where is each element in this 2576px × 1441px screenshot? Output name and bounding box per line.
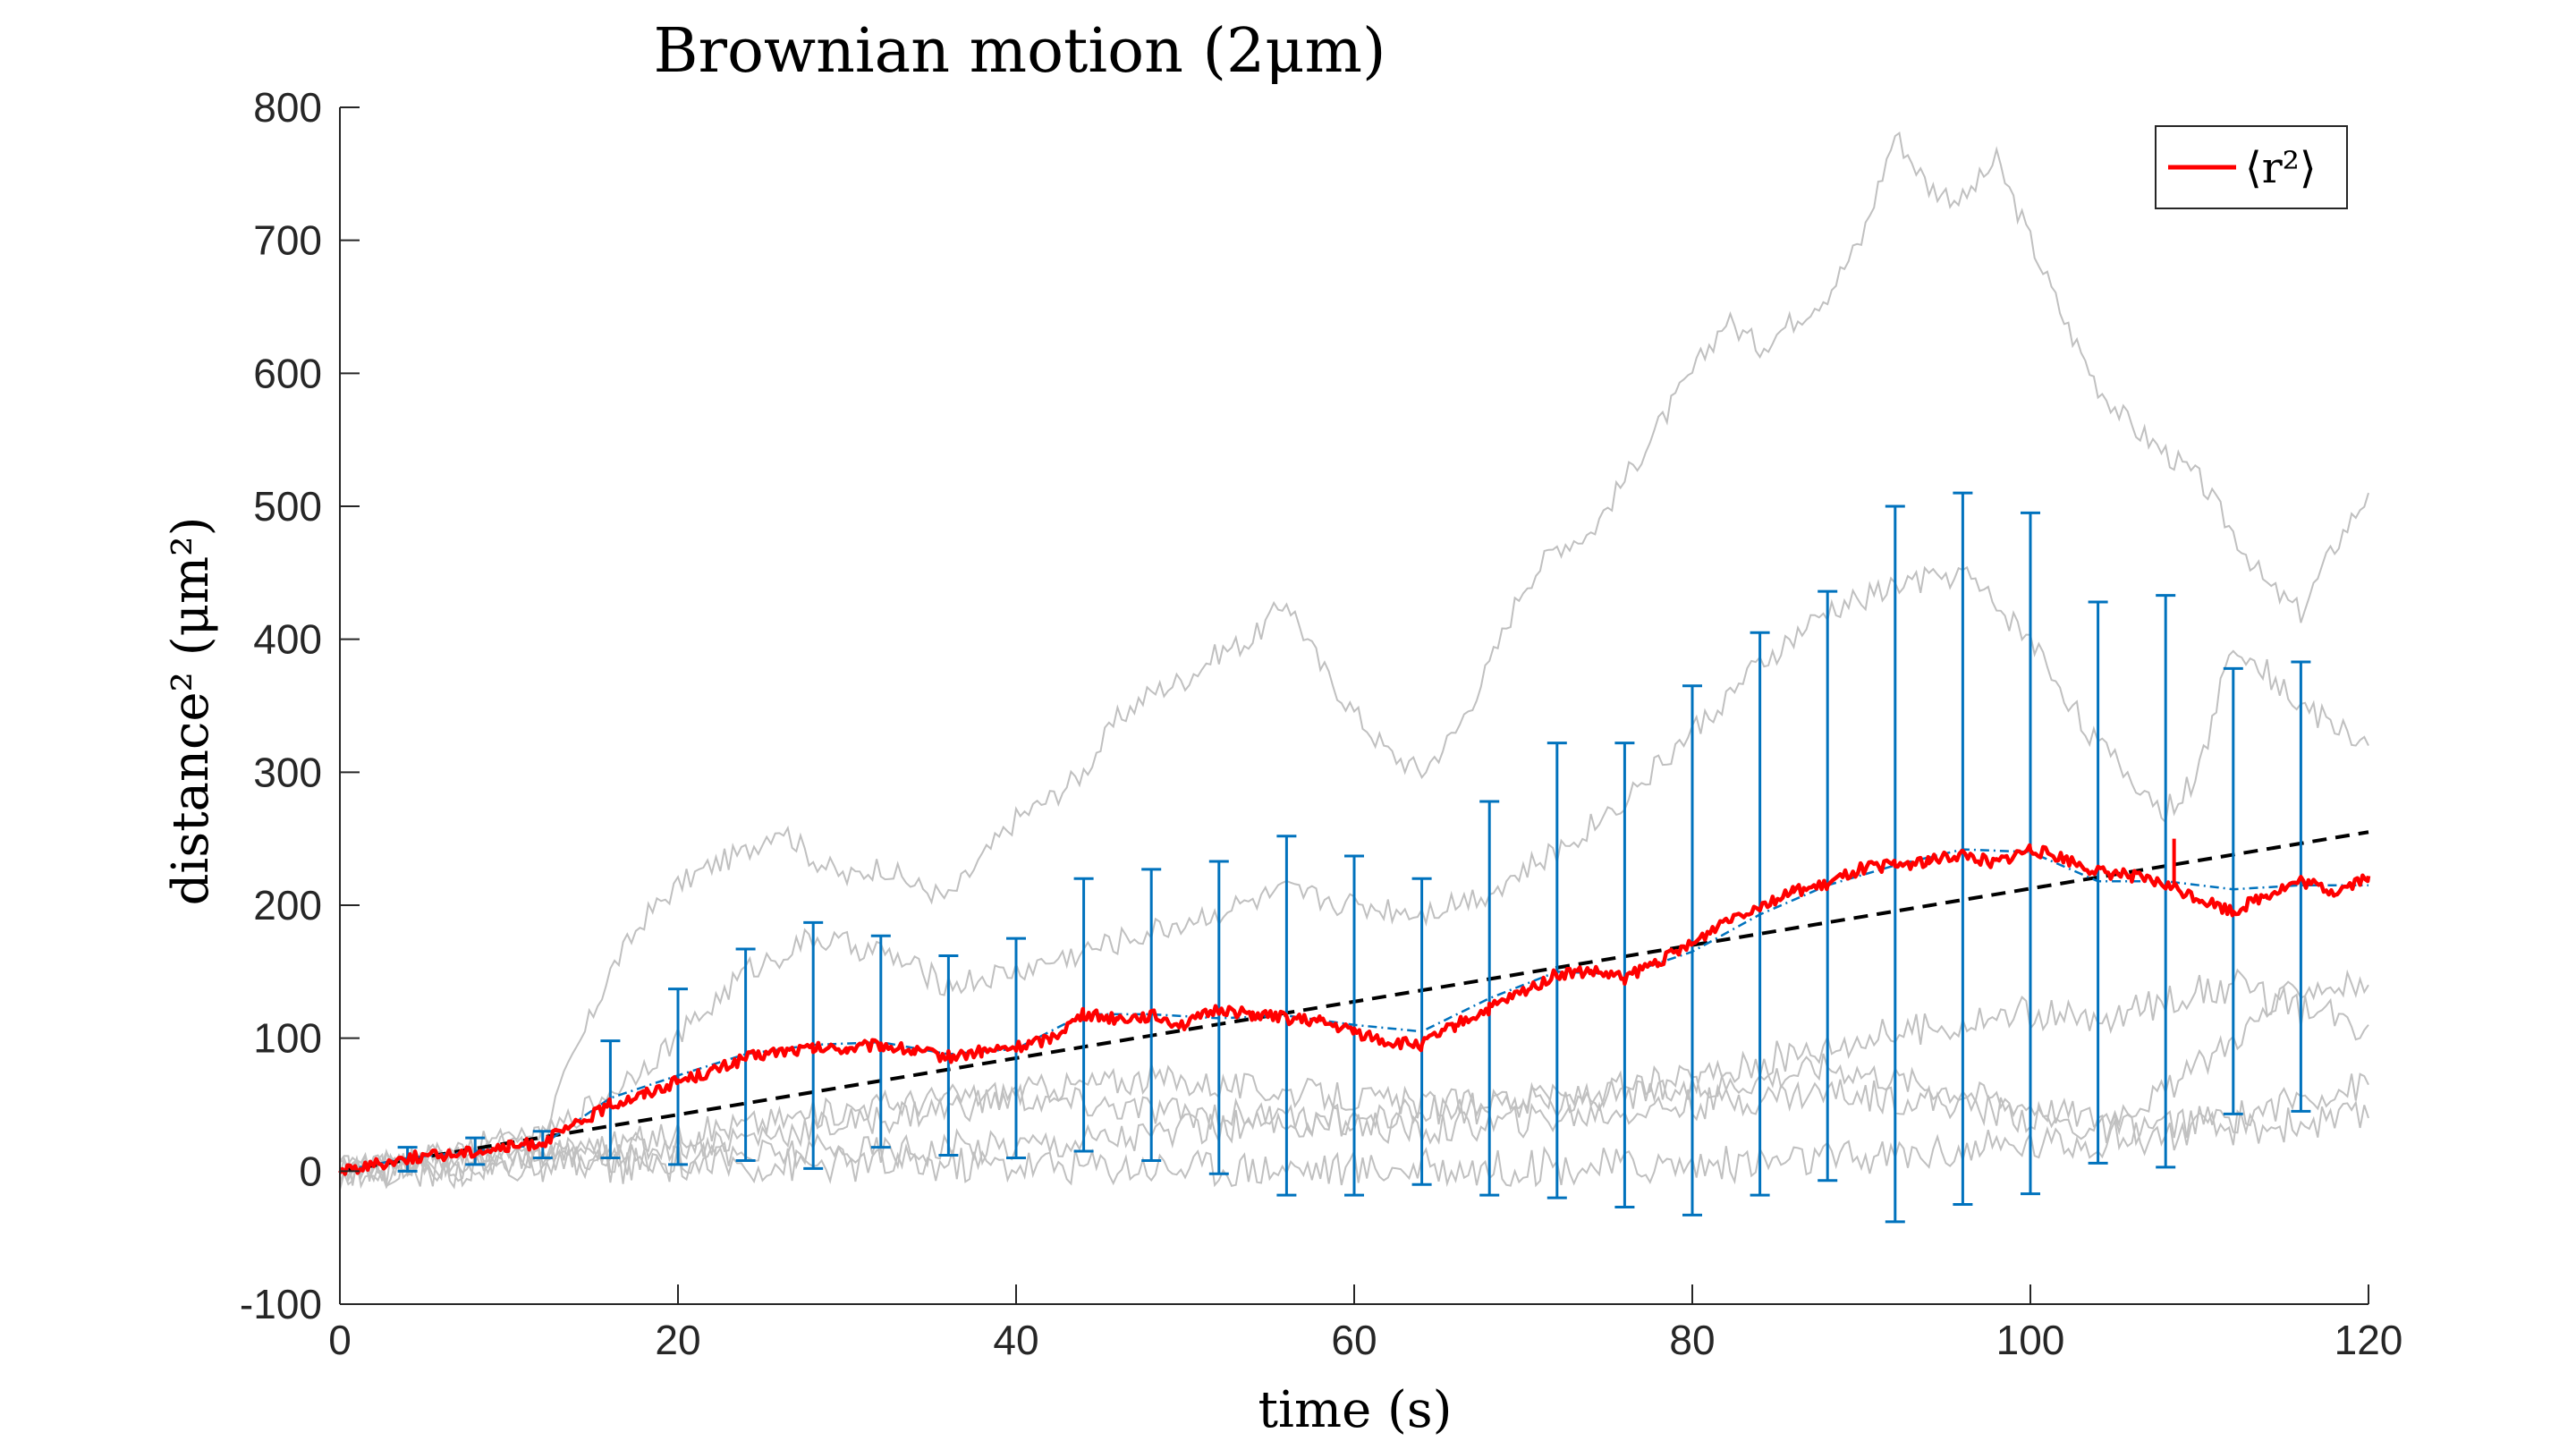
x-tick-label-20: 20 <box>655 1317 700 1363</box>
error-bar-112 <box>2223 666 2243 1115</box>
y-tick-label-0: 0 <box>299 1148 322 1194</box>
error-bar-80 <box>1682 684 1702 1216</box>
error-bar-8 <box>465 1136 486 1166</box>
error-bar-108 <box>2156 594 2176 1169</box>
x-tick-label-120: 120 <box>2334 1317 2403 1363</box>
mean-line <box>338 843 2371 1176</box>
x-tick-label-40: 40 <box>993 1317 1038 1363</box>
error-bar-84 <box>1750 631 1770 1197</box>
legend-label-mean: ⟨r²⟩ <box>2245 143 2317 193</box>
x-axis-label: time (s) <box>1258 1381 1453 1439</box>
x-tick-label-60: 60 <box>1331 1317 1377 1363</box>
legend: ⟨r²⟩ <box>2155 125 2348 209</box>
error-bar-104 <box>2088 600 2108 1165</box>
error-bar-60 <box>1344 854 1364 1197</box>
y-tick-label-300: 300 <box>253 749 322 795</box>
error-bar-72 <box>1546 742 1567 1199</box>
y-tick-label-800: 800 <box>253 84 322 131</box>
y-axis-label: distance² (μm²) <box>162 517 220 906</box>
y-tick-label-100: 100 <box>253 1015 322 1062</box>
y-tick-label-500: 500 <box>253 483 322 530</box>
y-tick-label-400: 400 <box>253 616 322 663</box>
y-tick-label-600: 600 <box>253 350 322 396</box>
chart-title: Brownian motion (2μm) <box>654 16 1386 87</box>
error-bar-76 <box>1614 742 1635 1208</box>
y-tick-label-200: 200 <box>253 882 322 928</box>
y-tick-labels: -100 0 100 200 300 400 500 600 700 800 <box>240 84 360 1327</box>
x-tick-label-0: 0 <box>328 1317 352 1363</box>
plot-area <box>338 131 2371 1224</box>
error-bar-52 <box>1208 860 1229 1175</box>
error-bar-116 <box>2291 660 2311 1113</box>
y-tick-label-700: 700 <box>253 217 322 264</box>
error-bars-layer <box>397 491 2311 1224</box>
error-bar-64 <box>1411 877 1432 1186</box>
error-bar-96 <box>1953 491 1973 1206</box>
error-bar-68 <box>1479 800 1500 1197</box>
y-tick-label--100: -100 <box>240 1281 322 1327</box>
x-tick-labels: 0 20 40 60 80 100 120 <box>328 1284 2402 1363</box>
x-tick-label-100: 100 <box>1996 1317 2065 1363</box>
error-bar-20 <box>668 988 688 1166</box>
mean-line-layer <box>338 838 2371 1176</box>
trajectory-line-1 <box>339 131 2369 1182</box>
x-tick-label-80: 80 <box>1669 1317 1715 1363</box>
